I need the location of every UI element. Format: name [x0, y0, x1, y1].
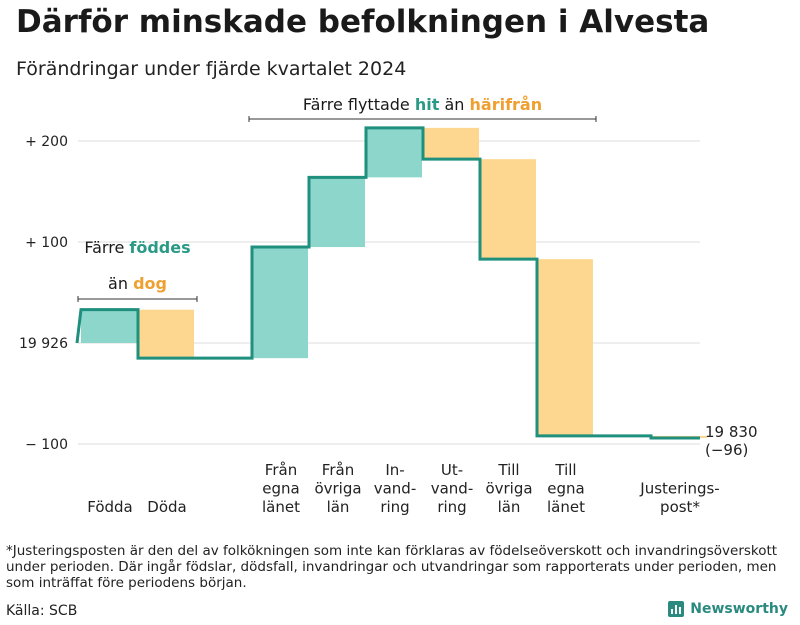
category-label: Till övriga län — [485, 461, 532, 516]
waterfall-bar — [537, 259, 593, 436]
waterfall-bar — [252, 247, 308, 359]
end-value-label: 19 830 — [705, 423, 758, 441]
y-tick-label: 19 926 — [19, 336, 68, 352]
annotation-text: än dog — [108, 274, 167, 293]
brand-logo[interactable]: Newsworthy — [668, 601, 788, 617]
chart-title: Därför minskade befolkningen i Alvesta — [16, 4, 710, 40]
source-label: Källa: SCB — [6, 603, 78, 619]
category-label: Från egna länet — [262, 461, 300, 516]
category-label: Döda — [147, 498, 186, 516]
category-label: Ut-vand-ring — [431, 461, 474, 516]
y-tick-label: + 100 — [25, 235, 68, 251]
chart-subtitle: Förändringar under fjärde kvartalet 2024 — [16, 58, 407, 80]
category-label: In-vand-ring — [374, 461, 417, 516]
waterfall-bar — [309, 177, 365, 248]
annotation-text: Färre flyttade hit än härifrån — [303, 95, 542, 114]
end-change-label: (−96) — [705, 441, 748, 459]
category-label: Till egna länet — [547, 461, 585, 516]
annotation-text: Färre föddes — [84, 238, 190, 257]
waterfall-bar — [81, 309, 137, 343]
footnote: *Justeringsposten är den del av folkökni… — [6, 543, 778, 591]
brand-name: Newsworthy — [690, 601, 788, 617]
category-label: Från övriga län — [314, 461, 361, 516]
cumulative-line — [75, 126, 700, 440]
y-tick-label: + 200 — [25, 134, 68, 150]
waterfall-bar — [423, 127, 479, 160]
waterfall-bar — [366, 127, 422, 178]
y-tick-label: − 100 — [25, 437, 68, 453]
category-label: Födda — [87, 498, 133, 516]
waterfall-bar — [480, 159, 536, 260]
bar-chart-icon — [668, 601, 685, 617]
category-label: Justerings-post* — [639, 480, 719, 517]
waterfall-bar — [138, 309, 194, 359]
